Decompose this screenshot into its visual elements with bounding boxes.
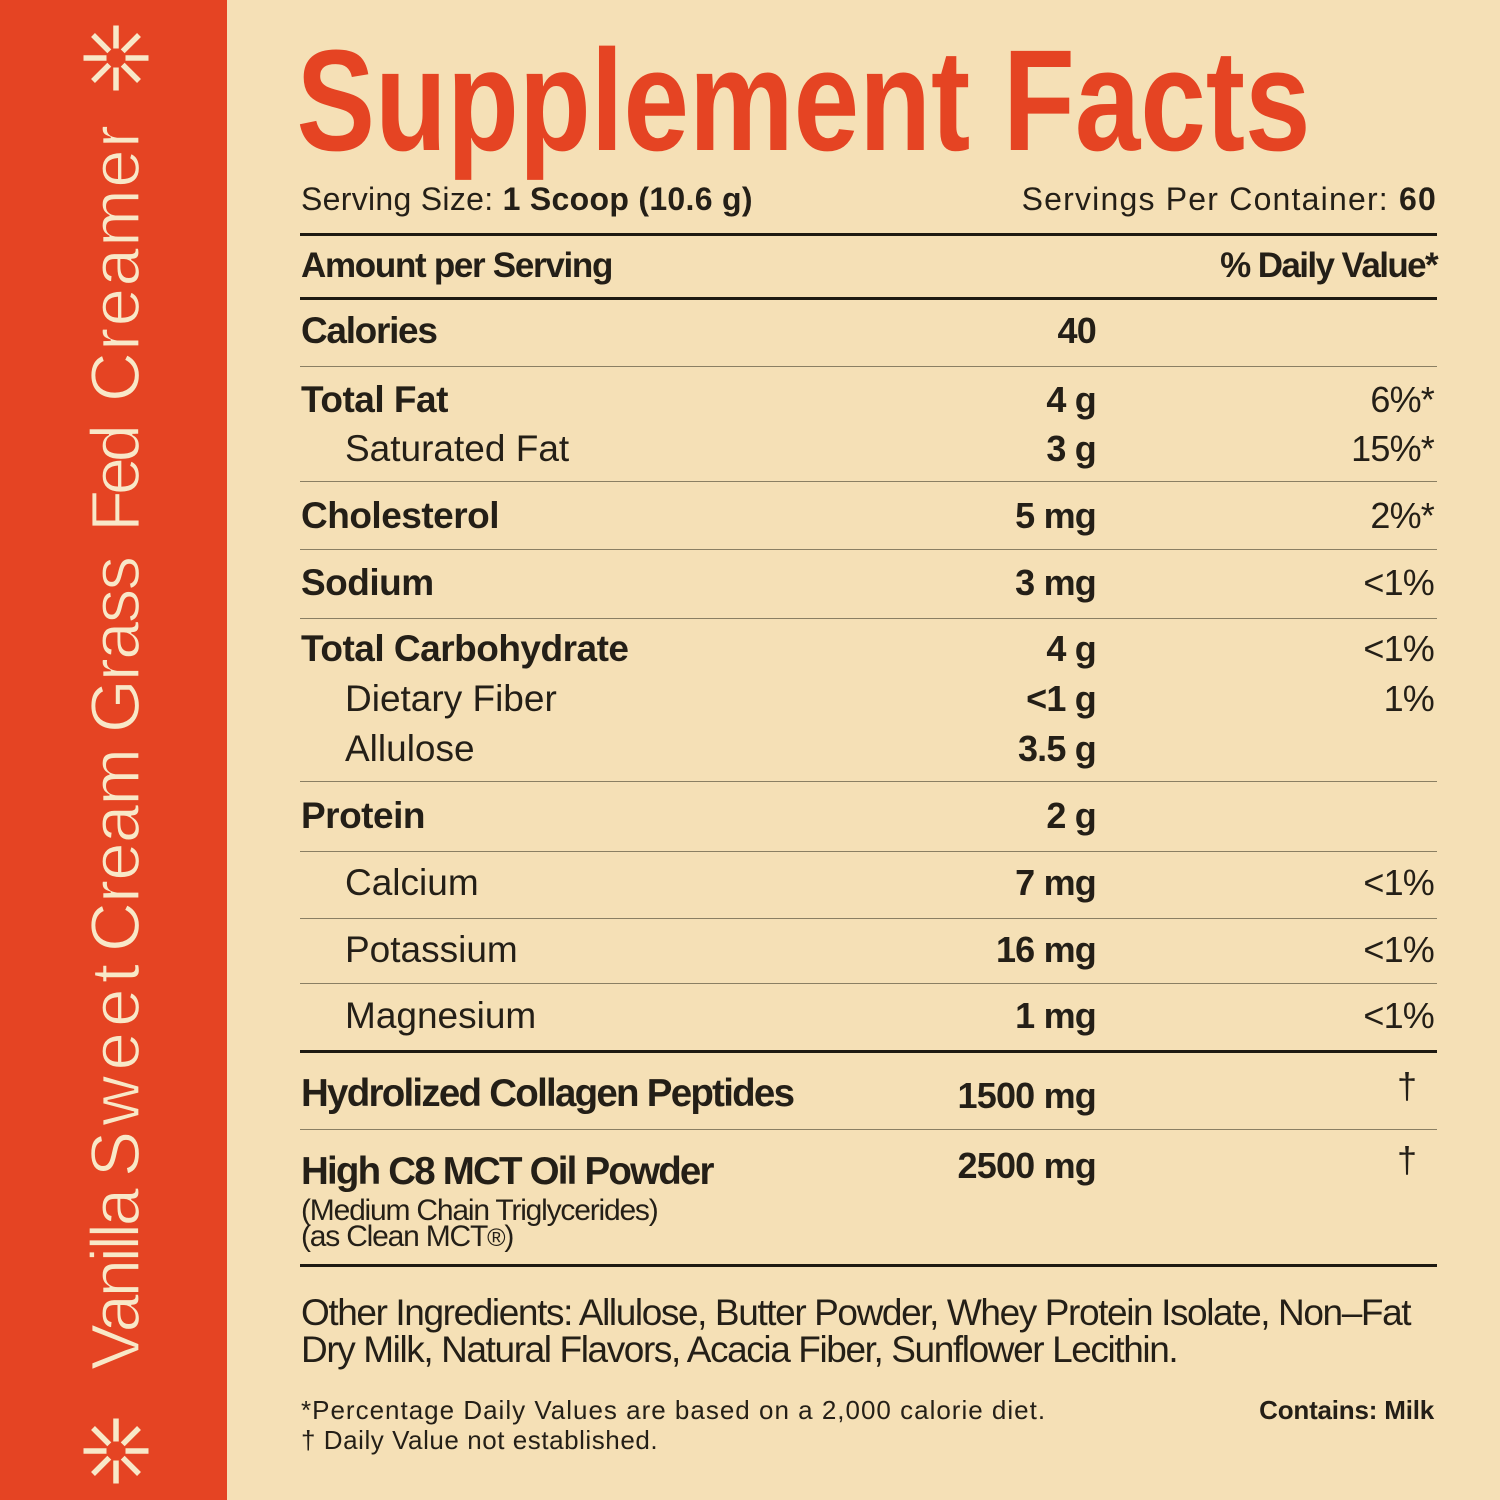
svg-text:Creamer: Creamer — [77, 125, 154, 402]
svg-text:Vanilla: Vanilla — [77, 1187, 154, 1370]
svg-text:Cream: Cream — [77, 748, 154, 952]
svg-text:Grass: Grass — [77, 556, 154, 733]
svg-text:Fed: Fed — [77, 424, 154, 532]
svg-text:Sweet: Sweet — [77, 964, 154, 1177]
svg-text:Supplement Facts: Supplement Facts — [297, 20, 1311, 181]
